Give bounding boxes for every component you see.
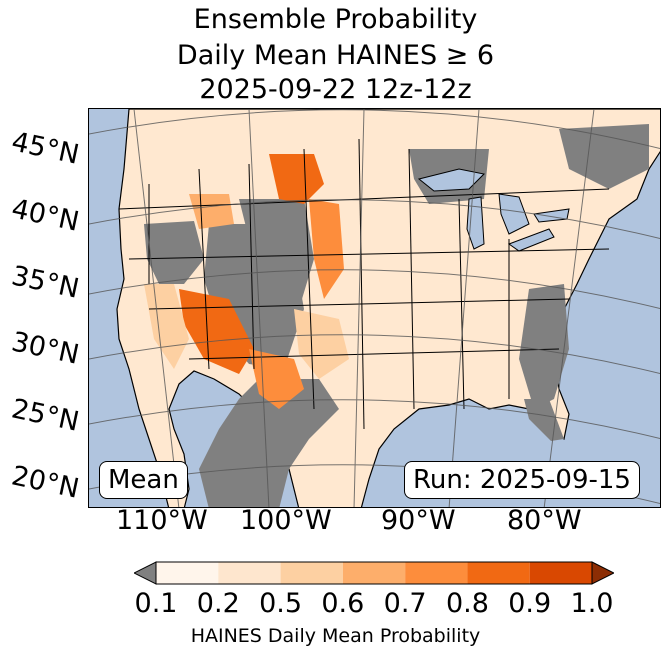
colorbar-cell-4 (405, 562, 468, 584)
title-line-1: Ensemble Probability (193, 4, 478, 35)
colorbar-tick-0: 0.1 (134, 588, 178, 619)
colorbar-under-triangle (134, 561, 157, 585)
colorbar-label: HAINES Daily Mean Probability (190, 625, 481, 647)
colorbar-frame (155, 561, 593, 585)
prob-wyoming (309, 199, 344, 299)
title-line-3: 2025-09-22 12z-12z (199, 74, 472, 105)
colorbar-tick-3: 0.6 (321, 588, 365, 619)
lon-label-110w: 110°W (116, 505, 208, 536)
colorbar-tick-4: 0.7 (383, 588, 427, 619)
lat-label-30: 30°N (8, 326, 82, 371)
lat-label-45: 45°N (8, 126, 82, 171)
prob-arizona (179, 289, 254, 374)
mean-label-box: Mean (99, 461, 188, 499)
lake-erie (507, 228, 555, 252)
colorbar-tick-1: 0.2 (196, 588, 240, 619)
prob-montana (269, 154, 324, 204)
lake-huron (498, 193, 530, 235)
colorbar (134, 561, 614, 585)
colorbar-tick-2: 0.5 (259, 588, 303, 619)
colorbar-cell-2 (280, 562, 343, 584)
lake-superior (417, 168, 486, 192)
lon-label-100w: 100°W (240, 505, 332, 536)
title-line-2: Daily Mean HAINES ≥ 6 (176, 40, 495, 71)
prob-california (144, 284, 189, 369)
map-panel: Mean Run: 2025-09-15 (88, 108, 661, 508)
colorbar-tick-7: 1.0 (570, 588, 614, 619)
graticule (89, 109, 660, 507)
colorbar-cell-1 (218, 562, 281, 584)
colorbar-cell-5 (467, 562, 530, 584)
colorbar-cell-6 (529, 562, 592, 584)
run-date-box: Run: 2025-09-15 (404, 461, 640, 499)
prob-texas-west (294, 309, 349, 379)
masked-west (144, 221, 204, 284)
colorbar-tick-6: 0.9 (508, 588, 552, 619)
lon-label-90w: 90°W (381, 505, 456, 536)
colorbar-tick-5: 0.8 (445, 588, 489, 619)
colorbar-cell-3 (342, 562, 406, 584)
masked-mexico (199, 379, 339, 507)
lat-label-25: 25°N (8, 393, 82, 438)
colorbar-cell-0 (156, 562, 219, 584)
us-map (89, 109, 660, 507)
masked-rockies (239, 199, 314, 309)
lon-label-80w: 80°W (507, 505, 582, 536)
lat-label-35: 35°N (8, 260, 82, 305)
lat-label-40: 40°N (8, 193, 82, 238)
colorbar-over-triangle (591, 561, 614, 585)
lat-label-20: 20°N (8, 460, 82, 505)
masked-southeast (519, 284, 569, 409)
